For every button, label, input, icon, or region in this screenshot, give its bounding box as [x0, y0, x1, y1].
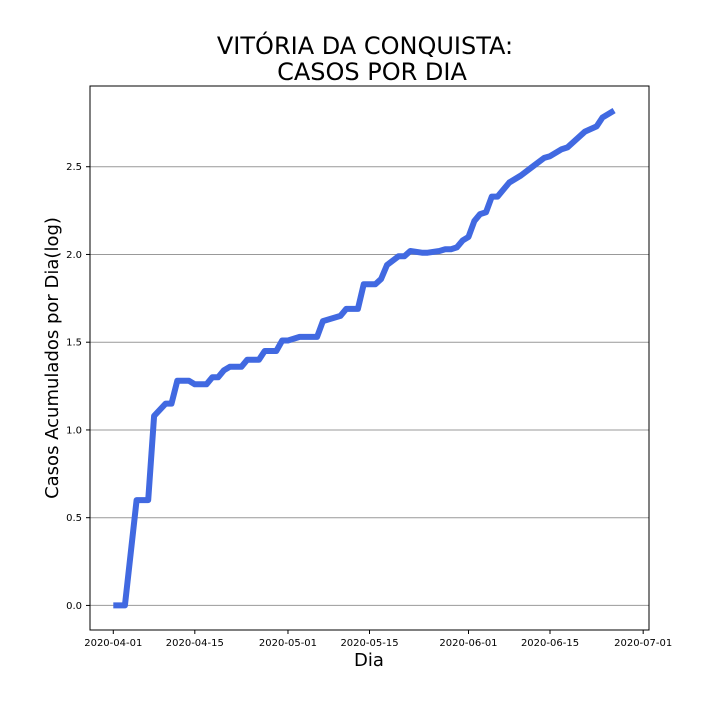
y-axis-ticks: 0.0 0.5 1.0 1.5 2.0 2.5 — [66, 162, 90, 612]
series-line — [113, 108, 616, 609]
y-tick-label: 0.5 — [66, 513, 82, 524]
x-axis-label: Dia — [354, 650, 384, 671]
y-tick-label: 2.0 — [66, 250, 82, 261]
gridlines — [90, 166, 649, 606]
x-tick-label: 2020-07-01 — [614, 638, 672, 649]
chart-title-line-2: CASOS POR DIA — [277, 58, 467, 86]
chart-title-line-1: VITÓRIA DA CONQUISTA: — [217, 30, 513, 60]
y-axis-label: Casos Acumulados por Dia(log) — [42, 217, 63, 499]
x-tick-label: 2020-05-01 — [259, 638, 317, 649]
y-tick-label: 1.0 — [66, 425, 82, 436]
x-tick-label: 2020-06-01 — [439, 638, 497, 649]
y-tick-label: 2.5 — [66, 162, 82, 173]
x-tick-label: 2020-04-01 — [84, 638, 142, 649]
y-tick-label: 0.0 — [66, 601, 82, 612]
x-tick-label: 2020-06-15 — [521, 638, 579, 649]
x-tick-label: 2020-04-15 — [166, 638, 224, 649]
x-axis-ticks: 2020-04-01 2020-04-15 2020-05-01 2020-05-15… — [84, 630, 672, 649]
series-line-group — [113, 108, 616, 609]
x-tick-label: 2020-05-15 — [340, 638, 398, 649]
y-tick-label: 1.5 — [66, 338, 82, 349]
